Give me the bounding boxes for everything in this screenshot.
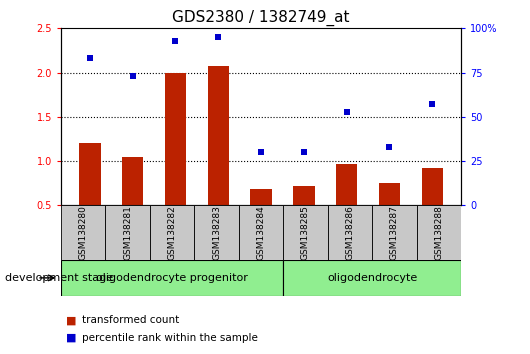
Bar [417,205,461,260]
Text: GSM138281: GSM138281 [123,205,132,260]
Text: ■: ■ [66,315,77,325]
Title: GDS2380 / 1382749_at: GDS2380 / 1382749_at [172,9,350,25]
Bar [239,205,283,260]
Text: GSM138282: GSM138282 [167,205,176,260]
Text: GSM138280: GSM138280 [78,205,87,260]
Bar [195,205,239,260]
Bar [293,186,314,205]
Text: GSM138287: GSM138287 [390,205,399,260]
Bar [283,205,328,260]
Bar [150,205,195,260]
Text: GSM138285: GSM138285 [301,205,310,260]
Bar [165,73,186,205]
Bar [79,143,101,205]
Bar [379,183,400,205]
Bar [61,205,105,260]
Text: GSM138286: GSM138286 [346,205,355,260]
Bar [105,205,150,260]
Text: percentile rank within the sample: percentile rank within the sample [82,333,258,343]
Bar [61,260,283,296]
Text: oligodendrocyte: oligodendrocyte [327,273,417,283]
Bar [122,156,143,205]
Bar [372,205,417,260]
Bar [283,260,461,296]
Text: GSM138288: GSM138288 [435,205,444,260]
Text: GSM138284: GSM138284 [257,205,266,260]
Bar [208,67,229,205]
Bar [328,205,372,260]
Text: GSM138283: GSM138283 [212,205,221,260]
Text: development stage: development stage [5,273,113,283]
Bar [336,164,357,205]
Text: ■: ■ [66,333,77,343]
Bar [250,189,272,205]
Bar [421,168,443,205]
Text: oligodendrocyte progenitor: oligodendrocyte progenitor [96,273,248,283]
Text: transformed count: transformed count [82,315,179,325]
